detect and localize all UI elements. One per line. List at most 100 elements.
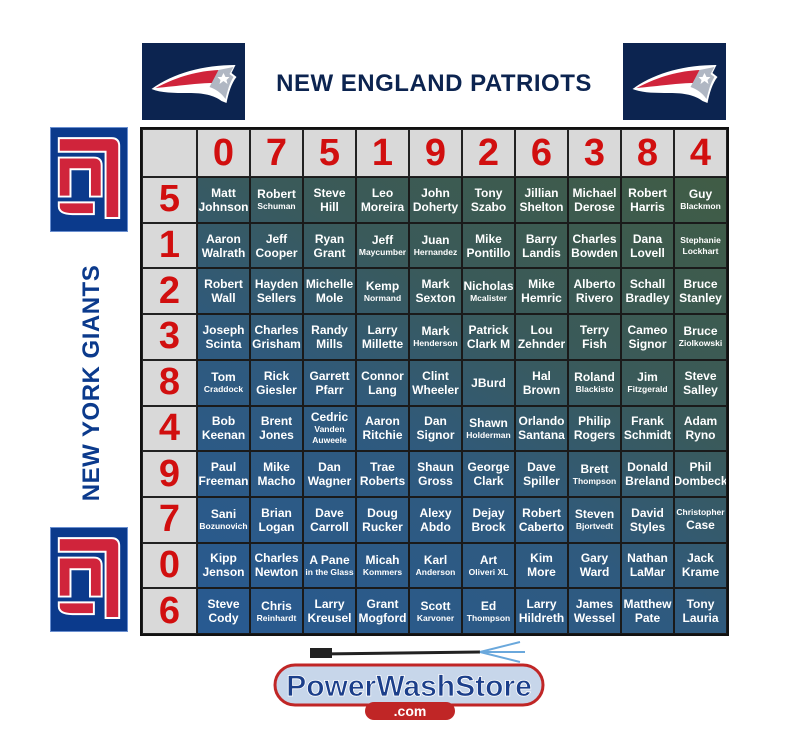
name-line: Brent	[260, 414, 293, 429]
square-cell: Donald Breland	[621, 451, 674, 497]
name-line: Lovell	[630, 245, 665, 260]
name-line: Christopher	[676, 507, 725, 518]
square-cell: Cameo Signor	[621, 314, 674, 360]
column-digit: 2	[462, 129, 515, 177]
name-line: Jack	[687, 551, 714, 566]
square-cell: Matt Johnson	[197, 177, 250, 223]
name-line: Cooper	[255, 245, 298, 260]
name-line: Hemric	[521, 291, 562, 306]
name-line: Matt	[211, 185, 236, 200]
name-line: Mike	[475, 231, 502, 246]
name-line: Anderson	[415, 566, 456, 577]
name-line: Phil	[689, 460, 712, 475]
square-cell: Tony Szabo	[462, 177, 515, 223]
name-line: Freeman	[198, 474, 249, 489]
square-cell: Nicholas Mcalister	[462, 268, 515, 315]
square-cell: Dana Lovell	[621, 222, 674, 269]
name-line: Grisham	[252, 336, 301, 351]
name-line: Clint	[422, 368, 449, 383]
name-line: Rick	[263, 368, 290, 383]
name-line: Mike	[263, 460, 290, 475]
square-cell: Jeff Maycumber	[356, 222, 409, 269]
name-line: Clark M	[466, 336, 511, 351]
name-line: Schuman	[257, 201, 296, 212]
name-line: Tony	[474, 185, 503, 200]
corner-cell	[142, 129, 197, 177]
name-line: Kim	[530, 551, 553, 566]
square-cell: Gary Ward	[568, 542, 621, 589]
name-line: Salley	[683, 382, 718, 397]
name-line: Carroll	[310, 519, 349, 534]
name-line: Grant	[366, 597, 399, 612]
square-cell: Trae Roberts	[356, 451, 409, 497]
name-line: Jillian	[524, 185, 559, 200]
name-line: Pontillo	[466, 245, 511, 260]
name-line: Philip	[578, 414, 611, 429]
name-line: Brett	[580, 461, 609, 476]
name-line: Randy	[311, 322, 348, 337]
name-line: Leo	[371, 185, 394, 200]
name-line: Robert	[257, 187, 296, 202]
row-digit: 1	[142, 222, 197, 269]
name-line: Micah	[365, 552, 400, 567]
name-line: Barry	[525, 231, 558, 246]
name-line: Bozunovich	[199, 521, 248, 532]
square-cell: Brett Thompson	[568, 451, 621, 497]
square-cell: Stephanie Lockhart	[674, 222, 727, 269]
square-cell: Patrick Clark M	[462, 314, 515, 360]
square-cell: Aaron Ritchie	[356, 405, 409, 452]
name-line: Pate	[634, 611, 661, 626]
square-cell: Clint Wheeler	[409, 359, 462, 406]
sponsor-domain: .com	[394, 703, 427, 719]
square-cell: David Styles	[621, 496, 674, 543]
name-line: Jenson	[202, 565, 245, 580]
square-cell: Orlando Santana	[515, 405, 568, 452]
column-digit: 9	[409, 129, 462, 177]
name-line: Rucker	[362, 519, 403, 534]
square-cell: Mark Henderson	[409, 314, 462, 360]
name-line: Michelle	[305, 277, 354, 292]
name-line: Roland	[574, 370, 615, 385]
column-digit: 3	[568, 129, 621, 177]
square-cell: Steven Bjortvedt	[568, 496, 621, 543]
name-line: Jeff	[265, 231, 288, 246]
square-cell: Mike Pontillo	[462, 222, 515, 269]
name-line: Rivero	[575, 291, 614, 306]
row-digit: 4	[142, 405, 197, 452]
name-line: David	[631, 505, 664, 520]
name-line: Chris	[261, 598, 292, 613]
name-line: Grant	[313, 245, 346, 260]
giants-logo-bottom	[50, 527, 128, 632]
name-line: Juan	[421, 233, 450, 248]
name-line: Roberts	[359, 474, 406, 489]
square-cell: Brent Jones	[250, 405, 303, 452]
name-line: Landis	[522, 245, 561, 260]
name-line: Lauria	[682, 611, 719, 626]
name-line: A Pane	[309, 552, 350, 567]
square-cell: Michelle Mole	[303, 268, 356, 315]
square-cell: Connor Lang	[356, 359, 409, 406]
name-line: Signor	[628, 336, 667, 351]
column-digit: 5	[303, 129, 356, 177]
square-cell: Guy Blackmon	[674, 177, 727, 223]
name-line: Steve	[207, 597, 240, 612]
square-cell: Phil Dombeck	[674, 451, 727, 497]
name-line: Bowden	[571, 245, 618, 260]
column-digit: 8	[621, 129, 674, 177]
name-line: Kreusel	[307, 611, 352, 626]
square-cell: Jeff Cooper	[250, 222, 303, 269]
square-cell: Joseph Scinta	[197, 314, 250, 360]
square-cell: Jack Krame	[674, 542, 727, 589]
name-line: Scott	[420, 598, 451, 613]
name-line: Adam	[683, 414, 718, 429]
square-cell: A Pane in the Glass	[303, 542, 356, 589]
name-line: Signor	[416, 428, 455, 443]
giants-logo-top	[50, 127, 128, 232]
name-line: Bruce	[683, 277, 718, 292]
name-line: Paul	[210, 460, 237, 475]
name-line: Matthew	[623, 597, 672, 612]
name-line: Donald	[627, 460, 668, 475]
name-line: Lou	[530, 322, 553, 337]
name-line: Cedric	[310, 410, 349, 425]
column-digit: 6	[515, 129, 568, 177]
